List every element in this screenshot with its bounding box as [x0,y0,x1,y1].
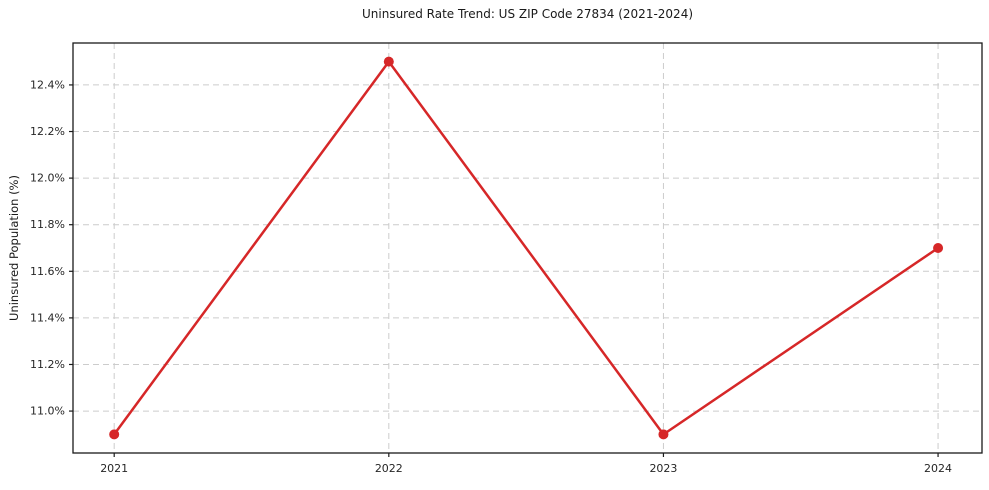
chart-title: Uninsured Rate Trend: US ZIP Code 27834 … [361,7,694,21]
y-tick-label: 12.2% [30,125,65,138]
data-point [658,429,669,440]
y-tick-label: 11.2% [30,358,65,371]
plot-border [72,42,983,454]
x-tick-label: 2023 [649,462,677,475]
x-tick-label: 2022 [375,462,403,475]
y-tick-label: 12.0% [30,172,65,185]
x-tick-label: 2021 [100,462,128,475]
y-axis-label: Uninsured Population (%) [7,175,21,321]
y-tick-label: 11.4% [30,311,65,324]
trend-line [112,60,940,436]
y-tick-label: 11.0% [30,405,65,418]
y-tick-label: 12.4% [30,78,65,91]
data-point [383,56,394,67]
y-tick-label: 11.8% [30,218,65,231]
data-point [109,429,120,440]
data-point [933,243,944,253]
y-tick-label: 11.6% [30,265,65,278]
x-tick-label: 2024 [924,462,952,475]
